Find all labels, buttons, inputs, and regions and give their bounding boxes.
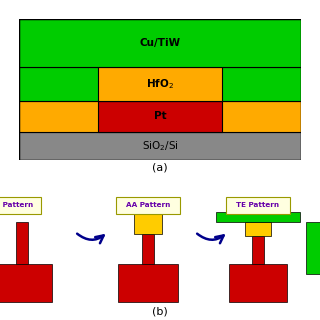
FancyBboxPatch shape: [116, 197, 180, 214]
FancyBboxPatch shape: [226, 197, 290, 214]
Bar: [98, 101, 222, 132]
Bar: [19, 67, 301, 101]
Bar: [19, 101, 301, 132]
Bar: [0, 264, 52, 302]
Text: HfO$_2$: HfO$_2$: [146, 77, 174, 91]
Bar: [306, 222, 320, 274]
Bar: [229, 264, 287, 302]
Bar: [142, 234, 154, 264]
Text: Pt: Pt: [154, 111, 166, 121]
Text: TE Pattern: TE Pattern: [236, 202, 280, 208]
Bar: [19, 19, 301, 67]
Text: AA Pattern: AA Pattern: [126, 202, 170, 208]
Bar: [134, 212, 162, 234]
FancyArrowPatch shape: [77, 234, 104, 243]
FancyBboxPatch shape: [0, 197, 41, 214]
Bar: [118, 264, 178, 302]
Bar: [98, 67, 222, 101]
Text: SE Pattern: SE Pattern: [0, 202, 34, 208]
Bar: [19, 132, 301, 160]
Text: SiO$_2$/Si: SiO$_2$/Si: [142, 139, 178, 153]
Text: (a): (a): [152, 163, 168, 173]
FancyArrowPatch shape: [197, 234, 224, 243]
Bar: [245, 222, 271, 236]
Bar: [216, 212, 300, 222]
Bar: [252, 236, 264, 264]
Text: Cu/TiW: Cu/TiW: [140, 38, 180, 48]
Text: (b): (b): [152, 307, 168, 317]
Bar: [16, 222, 28, 264]
